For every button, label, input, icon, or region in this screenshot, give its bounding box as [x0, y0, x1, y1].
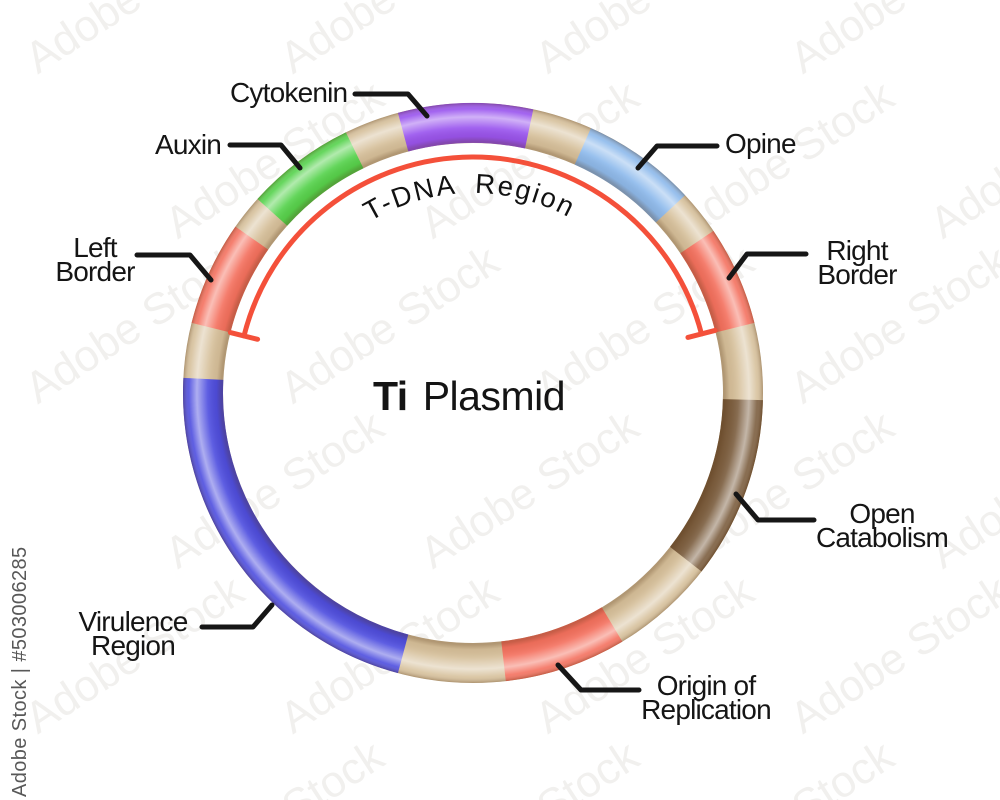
- tdna-region-text: T-DNA Region: [358, 168, 581, 227]
- leader-auxin: [227, 142, 303, 171]
- leader-open-catabolism: [733, 491, 817, 523]
- leader-virulence-region: [199, 602, 275, 630]
- label-open-catabolism-line2: Catabolism: [815, 521, 949, 553]
- label-left-border: Left Border: [45, 232, 145, 287]
- label-opine: Opine: [725, 128, 797, 159]
- label-origin-of-replication: Origin of Replication: [636, 670, 776, 725]
- tdna-region-label: T-DNA Region: [358, 168, 579, 227]
- label-left-border-line1: Left: [73, 232, 117, 263]
- tdna-tick-left: [227, 330, 261, 342]
- label-open-catabolism: Open Catabolism: [807, 498, 957, 553]
- label-auxin: Auxin: [155, 129, 222, 160]
- leader-opine: [635, 143, 720, 171]
- label-right-border: Right Border: [807, 235, 907, 290]
- label-right-border-line1: Right: [826, 235, 888, 266]
- label-origin-of-replication-line2: Replication: [641, 693, 772, 725]
- diagram-title-plasmid: Plasmid: [422, 373, 566, 419]
- label-virulence-region-line2: Region: [91, 629, 176, 661]
- tdna-tick-right: [685, 327, 718, 340]
- diagram-title-ti: Ti: [372, 373, 408, 419]
- stock-id-watermark: Adobe Stock | #503006285: [9, 546, 31, 797]
- label-origin-of-replication-line1: Origin of: [656, 670, 756, 701]
- label-open-catabolism-line1: Open: [849, 498, 915, 529]
- label-cytokenin: Cytokenin: [230, 77, 348, 108]
- leader-cytokenin: [352, 91, 430, 119]
- label-virulence-region-line1: Virulence: [78, 606, 188, 637]
- leader-right-border: [726, 251, 809, 281]
- label-left-border-line2: Border: [55, 255, 135, 287]
- leader-origin-of-replication: [555, 662, 642, 693]
- tdna-text-path: [298, 193, 644, 296]
- tdna-arc: [241, 154, 704, 339]
- leader-left-border: [134, 252, 214, 283]
- diagram-title: Ti Plasmid: [339, 374, 599, 418]
- ring-shading: [183, 103, 763, 683]
- label-right-border-line2: Border: [817, 258, 897, 290]
- label-virulence-region: Virulence Region: [68, 606, 198, 661]
